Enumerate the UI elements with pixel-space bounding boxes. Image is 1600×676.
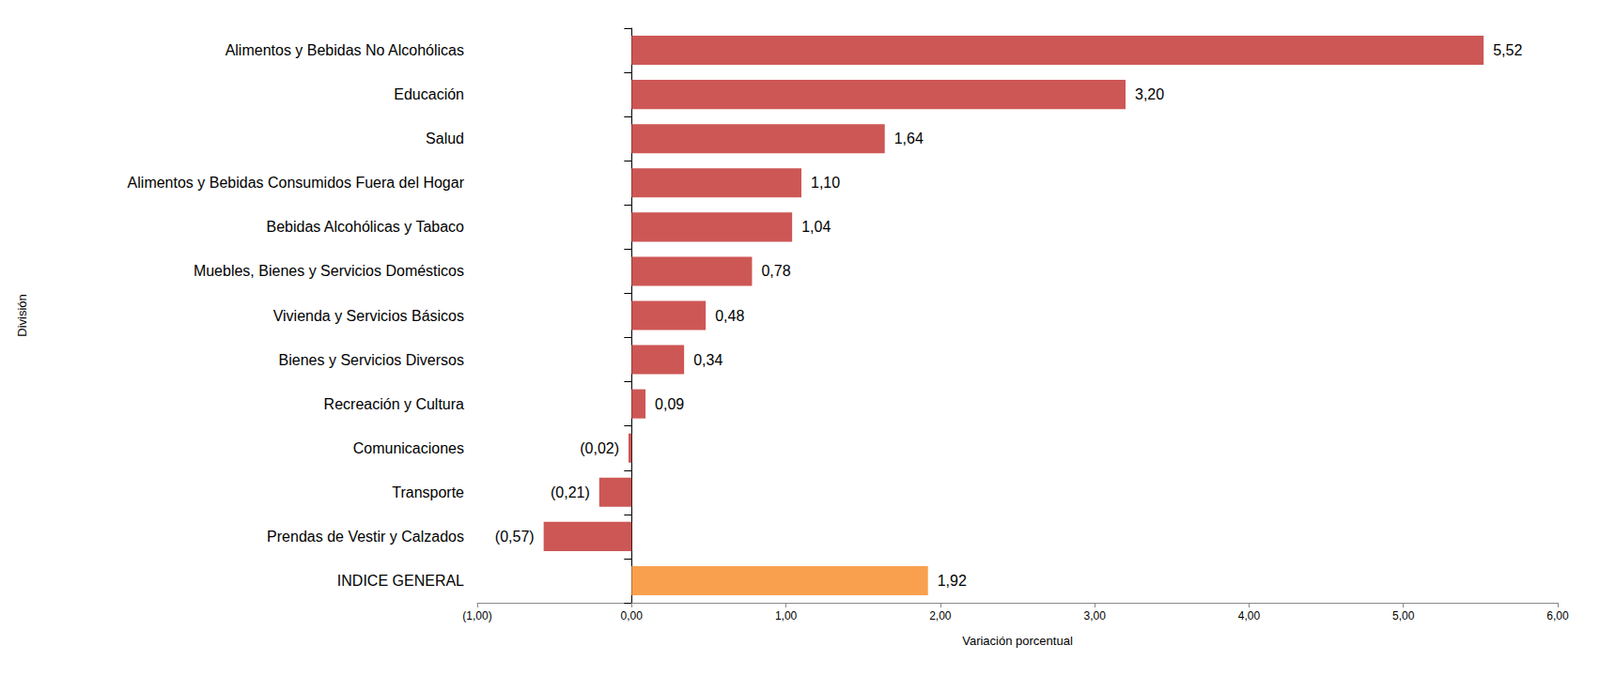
svg-text:0,00: 0,00: [621, 609, 644, 623]
svg-text:0,48: 0,48: [714, 308, 745, 325]
svg-text:Salud: Salud: [425, 130, 465, 147]
svg-text:Variación porcentual: Variación porcentual: [962, 634, 1073, 649]
svg-text:4,00: 4,00: [1238, 609, 1261, 623]
svg-text:Transporte: Transporte: [391, 484, 465, 501]
svg-text:(1,00): (1,00): [462, 609, 492, 623]
svg-text:(0,21): (0,21): [550, 484, 591, 501]
svg-text:1,64: 1,64: [894, 130, 924, 147]
svg-text:6,00: 6,00: [1546, 609, 1569, 623]
svg-text:Bienes y Servicios Diversos: Bienes y Servicios Diversos: [279, 352, 465, 369]
svg-text:0,09: 0,09: [654, 396, 684, 413]
svg-text:Alimentos y Bebidas No Alcohól: Alimentos y Bebidas No Alcohólicas: [225, 42, 465, 59]
svg-text:5,00: 5,00: [1392, 609, 1415, 623]
svg-text:3,00: 3,00: [1083, 609, 1106, 623]
svg-text:(0,02): (0,02): [579, 440, 620, 457]
svg-text:0,78: 0,78: [761, 263, 791, 280]
svg-text:(0,57): (0,57): [495, 528, 535, 545]
svg-text:INDICE GENERAL: INDICE GENERAL: [337, 573, 465, 590]
svg-text:1,10: 1,10: [810, 174, 840, 191]
svg-text:Bebidas Alcohólicas y Tabaco: Bebidas Alcohólicas y Tabaco: [265, 218, 465, 235]
svg-text:3,20: 3,20: [1134, 86, 1165, 103]
svg-text:5,52: 5,52: [1492, 42, 1523, 59]
svg-text:Prendas de Vestir y Calzados: Prendas de Vestir y Calzados: [266, 528, 465, 545]
svg-text:Educación: Educación: [393, 86, 465, 103]
svg-text:Recreación y Cultura: Recreación y Cultura: [324, 396, 466, 413]
svg-text:Alimentos y Bebidas Consumidos: Alimentos y Bebidas Consumidos Fuera del…: [127, 174, 466, 191]
svg-text:Vivienda y Servicios Básicos: Vivienda y Servicios Básicos: [273, 308, 465, 325]
svg-text:Comunicaciones: Comunicaciones: [353, 440, 465, 457]
svg-text:1,04: 1,04: [801, 218, 831, 235]
svg-text:1,92: 1,92: [937, 573, 967, 590]
svg-text:División: División: [15, 294, 30, 338]
svg-text:0,34: 0,34: [693, 352, 723, 369]
svg-text:2,00: 2,00: [929, 609, 952, 623]
svg-text:Muebles, Bienes y Servicios Do: Muebles, Bienes y Servicios Domésticos: [193, 263, 465, 280]
svg-text:1,00: 1,00: [775, 609, 798, 623]
